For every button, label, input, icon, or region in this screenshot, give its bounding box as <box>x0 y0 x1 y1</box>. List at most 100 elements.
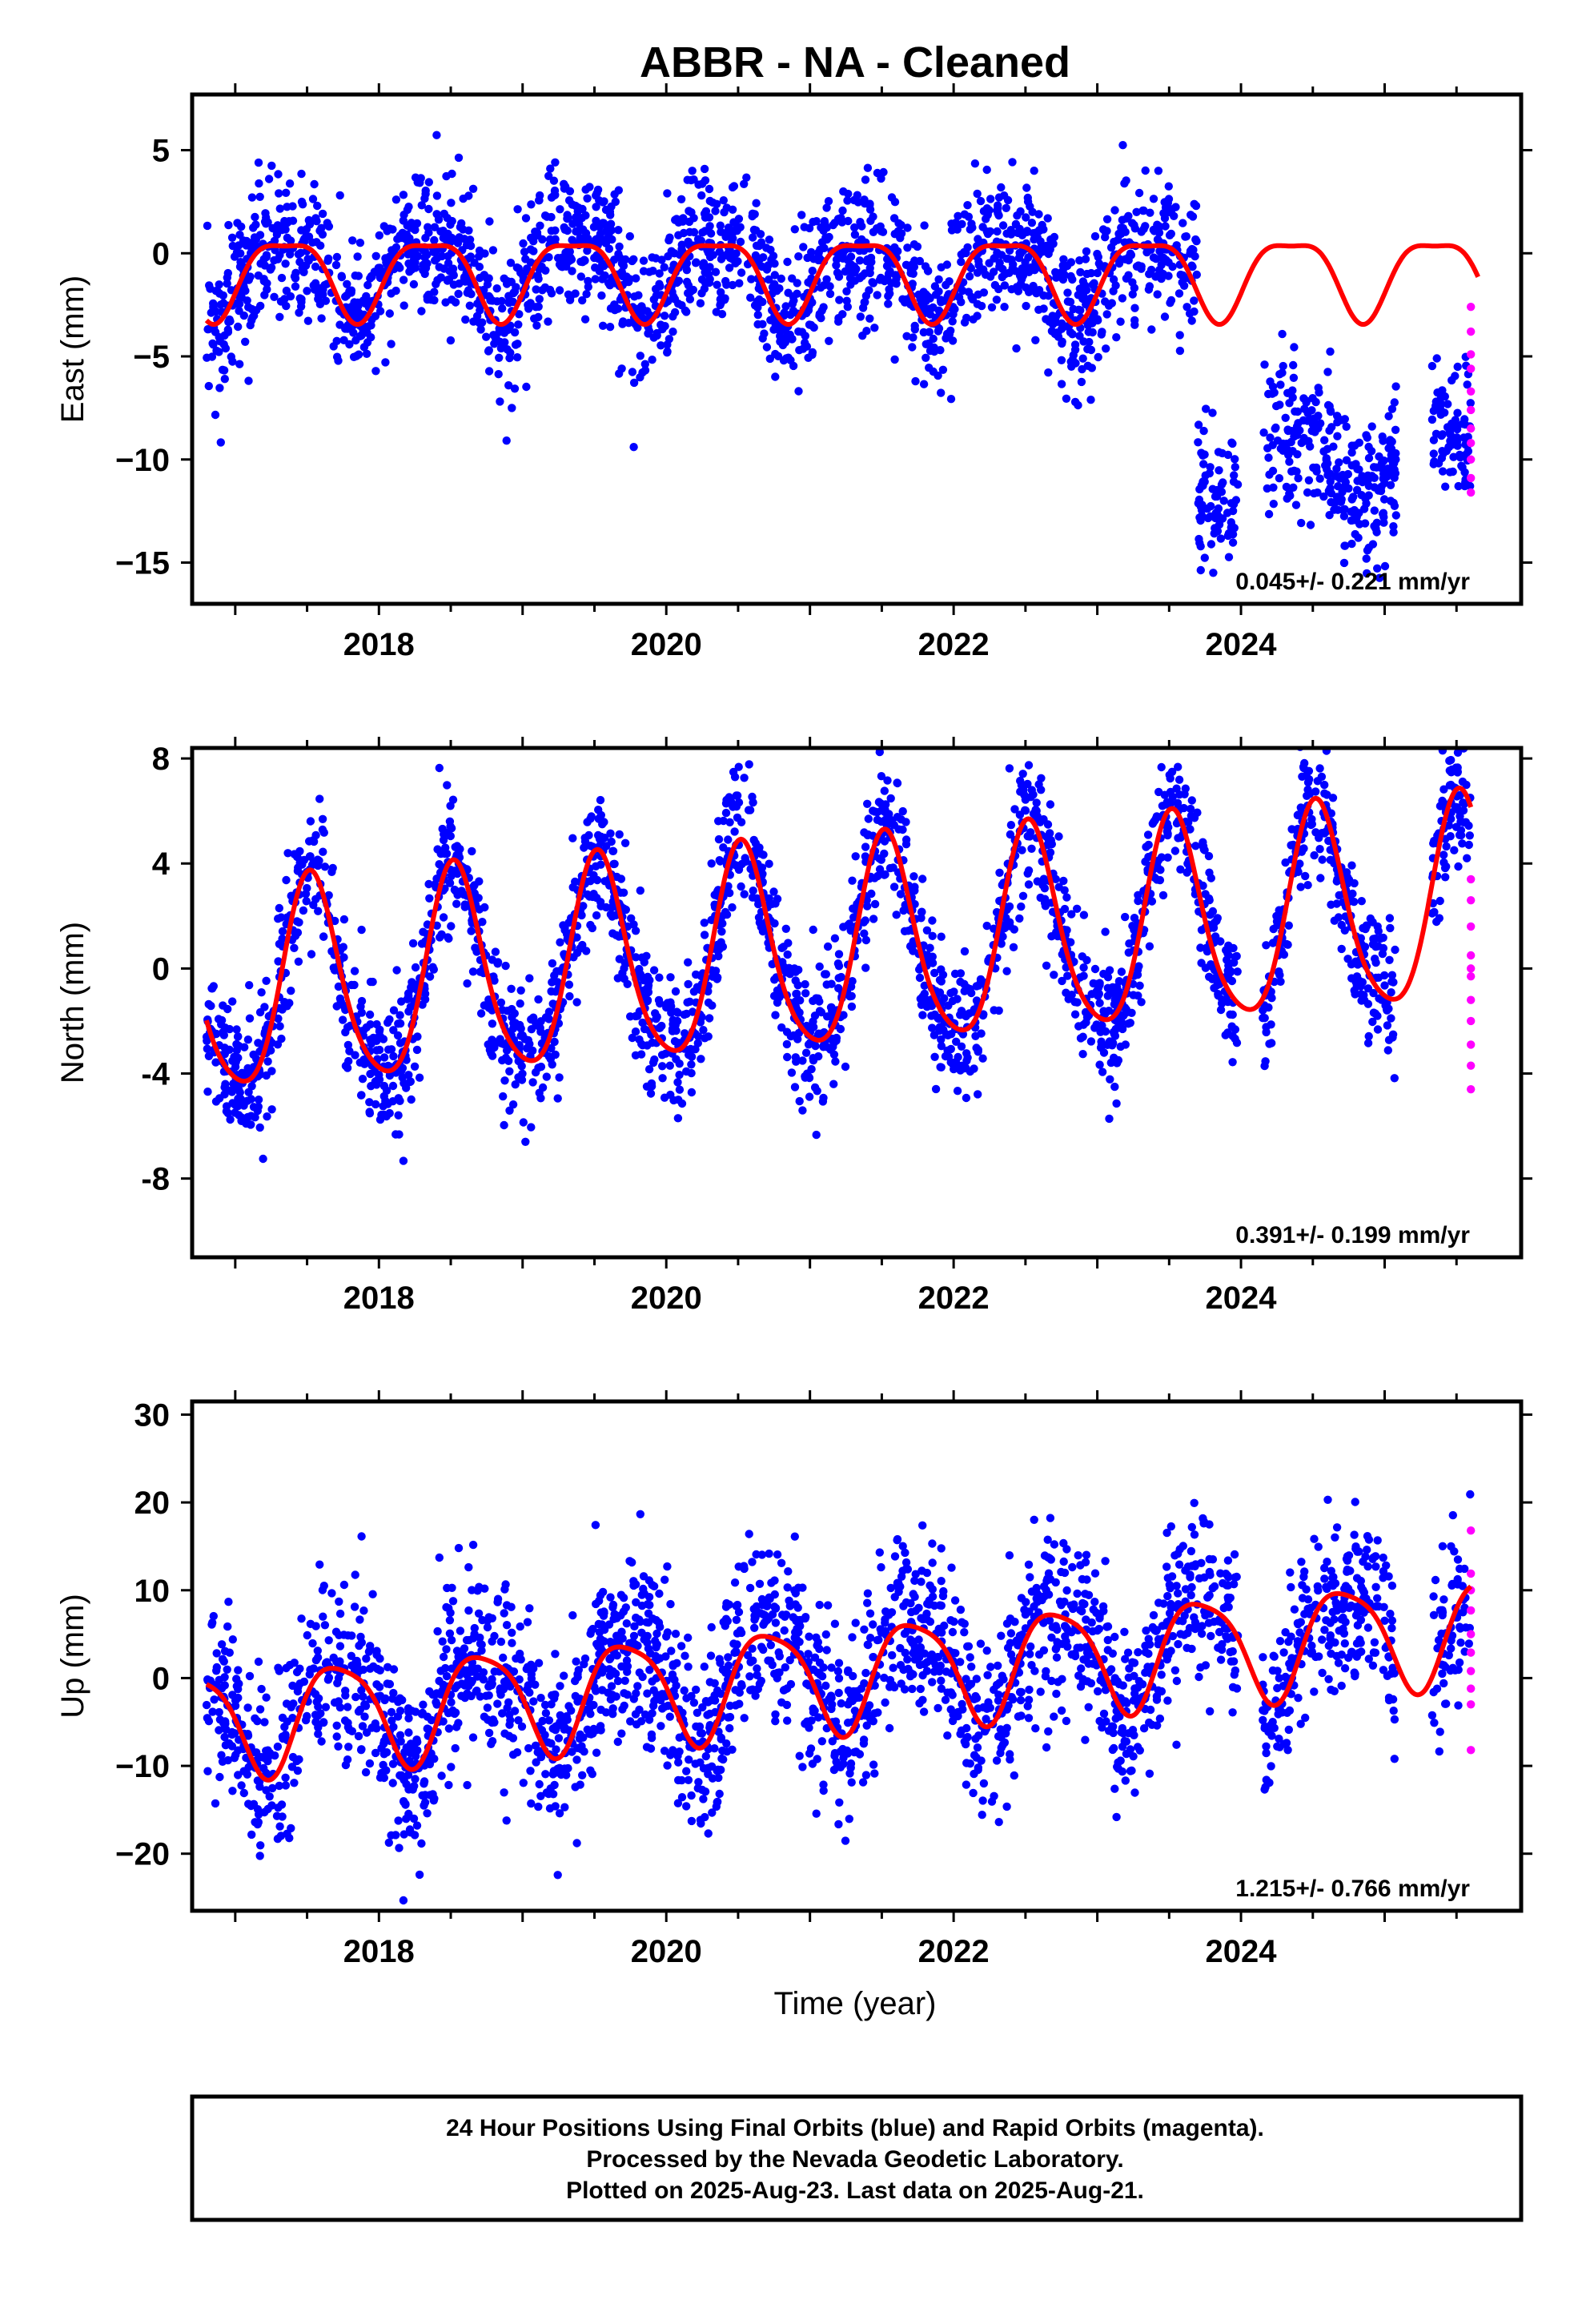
east-final-point <box>1264 509 1274 519</box>
east-final-point <box>753 320 762 329</box>
north-final-point <box>1106 1058 1116 1068</box>
north-final-point <box>669 1096 678 1105</box>
north-final-point <box>915 973 925 983</box>
east-final-point <box>889 214 899 223</box>
north-final-point <box>962 1056 971 1065</box>
north-final-point <box>1315 764 1324 773</box>
east-final-point <box>845 273 855 283</box>
east-rate-label: 0.045+/- 0.221 mm/yr <box>1235 569 1470 595</box>
north-final-point <box>601 903 611 912</box>
north-final-point <box>1351 990 1359 999</box>
north-final-point <box>632 953 640 962</box>
north-final-point <box>1364 1031 1373 1041</box>
north-final-point <box>1267 994 1276 1003</box>
east-final-point <box>1159 209 1168 218</box>
east-final-point <box>1059 255 1068 263</box>
east-final-point <box>903 243 912 252</box>
north-final-point <box>319 932 328 941</box>
north-final-point <box>299 906 308 915</box>
north-final-point <box>385 1015 394 1024</box>
north-final-point <box>253 1106 262 1116</box>
east-final-point <box>752 199 761 207</box>
north-final-point <box>551 1050 560 1059</box>
north-final-point <box>819 1041 829 1050</box>
east-final-point <box>1326 477 1335 486</box>
east-final-point <box>630 292 639 301</box>
north-final-point <box>339 943 347 951</box>
east-final-point <box>1086 396 1095 404</box>
east-final-point <box>1196 516 1205 525</box>
north-final-point <box>397 997 406 1006</box>
east-final-point <box>809 323 818 332</box>
east-final-point <box>496 337 504 347</box>
east-final-point <box>1207 540 1216 549</box>
north-final-point <box>960 987 969 995</box>
east-final-point <box>495 353 504 362</box>
east-final-point <box>775 326 784 336</box>
north-final-point <box>1380 981 1389 990</box>
north-final-point <box>522 1043 532 1053</box>
east-final-point <box>275 204 284 213</box>
north-final-point <box>307 950 316 959</box>
north-final-point <box>1363 999 1373 1008</box>
east-final-point <box>1299 416 1308 425</box>
north-final-point <box>568 883 577 892</box>
north-final-point <box>936 1063 945 1072</box>
north-final-point <box>1167 767 1177 776</box>
east-final-point <box>1138 206 1147 215</box>
east-final-point <box>497 296 506 306</box>
east-final-point <box>508 297 518 307</box>
east-final-point <box>822 203 831 212</box>
north-final-point <box>1459 798 1468 807</box>
east-final-point <box>1074 305 1083 314</box>
east-final-point <box>371 367 380 376</box>
east-final-point <box>1034 286 1044 295</box>
north-final-point <box>1447 814 1456 823</box>
east-final-point <box>711 267 721 276</box>
east-final-point <box>982 165 991 175</box>
north-final-point <box>1464 840 1474 850</box>
north-final-point <box>667 1002 676 1011</box>
east-final-point <box>1389 522 1398 531</box>
east-final-point <box>920 221 929 230</box>
east-final-point <box>466 241 476 251</box>
east-final-point <box>946 395 956 404</box>
east-final-point <box>297 197 307 207</box>
north-final-point <box>1101 927 1110 936</box>
north-final-point <box>960 1010 969 1019</box>
east-final-point <box>1130 316 1139 325</box>
north-final-point <box>219 1031 228 1039</box>
north-final-point <box>257 988 266 997</box>
north-final-point <box>614 932 624 941</box>
east-final-point <box>1161 222 1170 231</box>
north-final-point <box>254 1096 263 1104</box>
north-final-point <box>592 894 601 903</box>
north-final-point <box>1112 1099 1121 1108</box>
north-final-point <box>1163 830 1172 840</box>
east-final-point <box>628 368 637 376</box>
north-final-point <box>801 979 809 989</box>
north-final-point <box>643 995 652 1005</box>
east-final-point <box>520 247 529 256</box>
east-final-point <box>281 225 290 234</box>
north-final-point <box>1299 762 1308 771</box>
north-final-point <box>586 842 595 850</box>
north-final-point <box>771 1011 780 1019</box>
east-final-point <box>460 276 469 286</box>
north-final-point <box>247 1082 256 1091</box>
east-final-point <box>532 285 540 294</box>
north-final-point <box>694 1032 703 1041</box>
east-final-point <box>1110 206 1119 215</box>
east-final-point <box>842 287 851 296</box>
east-final-point <box>1050 232 1059 242</box>
north-final-point <box>1021 806 1030 814</box>
north-final-point <box>1228 1010 1237 1019</box>
east-final-point <box>1094 352 1102 362</box>
north-final-point <box>1386 923 1395 933</box>
north-final-point <box>1098 1068 1107 1076</box>
east-final-point <box>226 317 235 326</box>
east-final-point <box>1363 569 1371 578</box>
east-final-point <box>511 340 520 349</box>
north-final-point <box>995 868 1004 878</box>
